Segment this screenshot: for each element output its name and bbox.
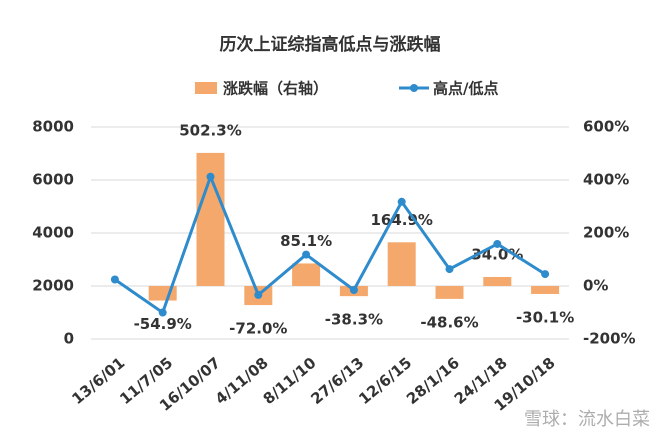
y-tick-label: 4000: [32, 224, 74, 242]
x-tick-label: 4/11/08: [212, 354, 272, 408]
data-label: -30.1%: [516, 308, 574, 326]
legend-marker: [410, 84, 418, 92]
x-tick-label: 12/6/15: [355, 354, 415, 408]
point: [206, 172, 215, 181]
x-tick-label: 8/11/10: [260, 354, 320, 408]
data-label: 502.3%: [179, 121, 241, 139]
bar: [483, 276, 512, 286]
y-tick-label: 2000: [32, 277, 74, 295]
y-tick-label: 0: [64, 330, 74, 348]
bar: [292, 263, 321, 286]
y-tick-label: 8000: [32, 118, 74, 136]
y2-tick-label: 400%: [583, 171, 629, 189]
chart-title: 历次上证综指高低点与涨跌幅: [220, 34, 441, 55]
point: [397, 197, 406, 206]
point: [541, 270, 550, 279]
y2-tick-label: -200%: [583, 330, 636, 348]
point: [254, 290, 263, 299]
watermark: 雪球：流水白菜: [524, 409, 650, 430]
data-label: 164.9%: [370, 211, 432, 229]
legend-label: 涨跌幅（右轴）: [223, 80, 328, 98]
legend-label: 高点/低点: [433, 80, 498, 98]
point: [349, 286, 358, 295]
data-label: -38.3%: [325, 311, 383, 329]
y2-tick-label: 200%: [583, 224, 629, 242]
bar: [531, 286, 560, 294]
line: [114, 172, 546, 315]
point: [445, 265, 454, 274]
x-tick-label: 27/6/13: [307, 354, 367, 408]
y2-tick-label: 0%: [583, 277, 608, 295]
bar: [387, 242, 416, 286]
point: [493, 239, 502, 248]
y2-tick-label: 600%: [583, 118, 629, 136]
point: [110, 275, 119, 284]
x-tick-label: 28/1/16: [403, 354, 463, 408]
data-label: -72.0%: [229, 320, 287, 338]
y-tick-label: 6000: [32, 171, 74, 189]
legend-swatch: [195, 82, 217, 94]
data-label: -54.9%: [134, 315, 192, 333]
data-label: 85.1%: [280, 232, 332, 250]
bar: [435, 286, 464, 299]
data-label: -48.6%: [420, 313, 478, 331]
x-tick-label: 13/6/01: [68, 354, 128, 408]
point: [302, 250, 311, 259]
point: [158, 308, 167, 317]
